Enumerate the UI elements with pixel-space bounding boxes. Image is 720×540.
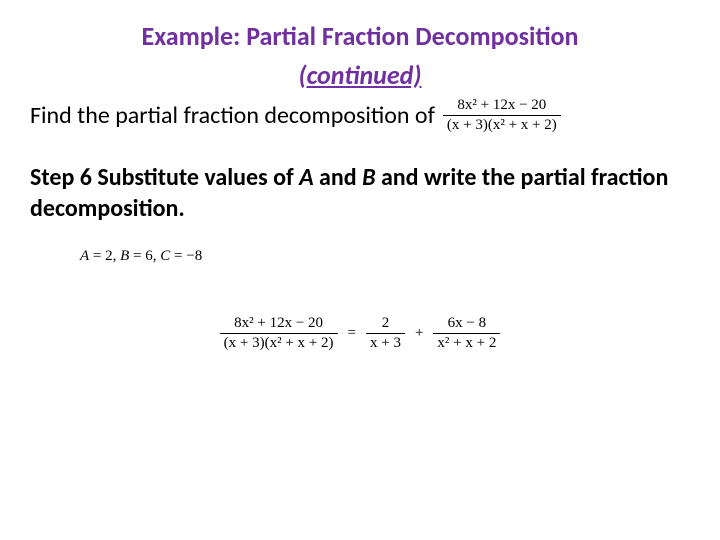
result-equation: 8x² + 12x − 20 (x + 3)(x² + x + 2) = 2 x…	[30, 315, 690, 352]
result-term2-den: x² + x + 2	[433, 334, 500, 352]
step-text-1: Substitute values of	[92, 163, 299, 192]
given-fraction-denominator: (x + 3)(x² + x + 2)	[443, 116, 561, 134]
given-fraction-numerator: 8x² + 12x − 20	[443, 97, 561, 116]
plus-sign: +	[411, 325, 427, 342]
step-instruction: Step 6 Substitute values of A and B and …	[30, 162, 690, 224]
abc-values: A = 2, B = 6, C = −8	[80, 248, 690, 265]
given-fraction: 8x² + 12x − 20 (x + 3)(x² + x + 2)	[443, 97, 561, 134]
slide-subtitle: (continued)	[30, 59, 690, 91]
value-c: = −8	[170, 248, 202, 264]
result-term2-num: 6x − 8	[433, 315, 500, 334]
equals-sign: =	[344, 325, 360, 342]
prompt-text: Find the partial fraction decomposition …	[30, 101, 435, 130]
result-lhs-den: (x + 3)(x² + x + 2)	[220, 334, 338, 352]
slide-title: Example: Partial Fraction Decomposition	[30, 20, 690, 53]
result-term1: 2 x + 3	[366, 315, 405, 352]
value-a: = 2,	[89, 248, 120, 264]
result-term1-num: 2	[366, 315, 405, 334]
value-a-label: A	[80, 248, 89, 264]
step-var-a: A	[299, 163, 314, 192]
step-var-b: B	[362, 163, 375, 192]
result-term2: 6x − 8 x² + x + 2	[433, 315, 500, 352]
value-b: = 6,	[129, 248, 160, 264]
prompt-row: Find the partial fraction decomposition …	[30, 97, 690, 134]
result-lhs-num: 8x² + 12x − 20	[220, 315, 338, 334]
result-lhs: 8x² + 12x − 20 (x + 3)(x² + x + 2)	[220, 315, 338, 352]
step-label: Step 6	[30, 163, 92, 192]
value-b-label: B	[120, 248, 129, 264]
step-text-mid: and	[314, 163, 362, 192]
value-c-label: C	[160, 248, 170, 264]
result-term1-den: x + 3	[366, 334, 405, 352]
